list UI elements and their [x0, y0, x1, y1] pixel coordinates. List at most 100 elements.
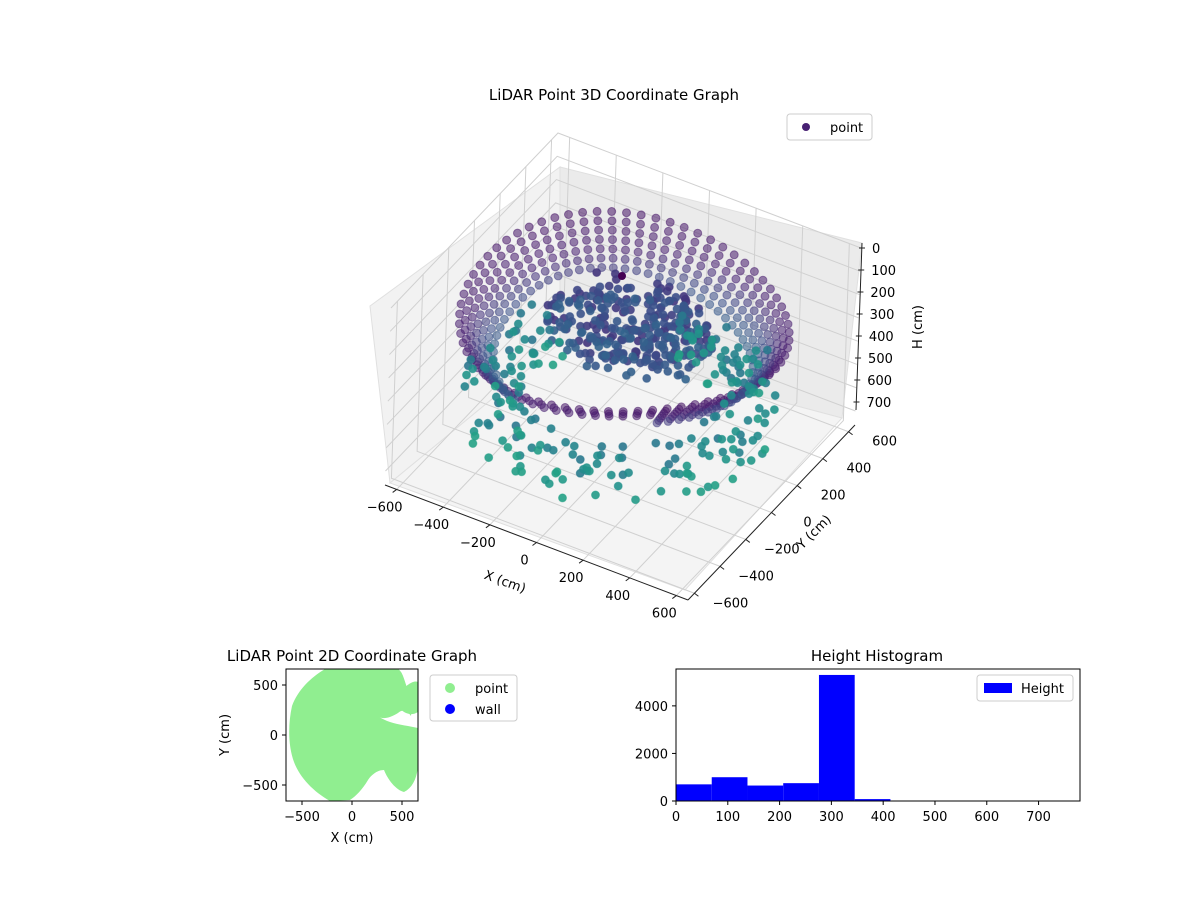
y-tick-label-3d: −200 [764, 542, 800, 557]
point-3d [592, 459, 602, 469]
point-3d [744, 328, 754, 338]
point-3d [762, 345, 772, 355]
point-3d [733, 343, 743, 352]
point-3d [745, 274, 755, 284]
point-3d [510, 252, 520, 262]
hist-y-tick-label: 2000 [635, 747, 668, 762]
point-3d [621, 236, 631, 246]
x-tick-3d [532, 542, 537, 546]
y-tick-3d [745, 539, 751, 543]
point-3d [702, 379, 712, 389]
y-tick-label-3d: 200 [821, 489, 846, 504]
x-tick-3d [485, 524, 491, 529]
point-3d [509, 276, 519, 286]
point-3d [614, 453, 624, 463]
x-tick-3d [438, 506, 444, 511]
point-3d [710, 259, 720, 269]
point-3d [686, 287, 696, 297]
point-3d [629, 325, 639, 335]
point-region-right [398, 681, 418, 715]
point-3d [474, 418, 484, 428]
point-3d [720, 346, 730, 355]
point-3d [485, 343, 495, 353]
point-3d [580, 226, 590, 236]
point-3d [503, 442, 513, 452]
z-ticks-3d: 0 100 200 300 400 500 600 700 [853, 242, 896, 411]
point-3d [514, 382, 524, 391]
point-region [289, 669, 418, 801]
z-axis-line [855, 242, 863, 411]
point-3d [686, 434, 696, 443]
point-3d [608, 253, 618, 263]
point-3d [540, 266, 550, 276]
point-3d [582, 463, 592, 473]
point-3d [527, 231, 537, 241]
point-3d [620, 328, 630, 338]
point-3d [498, 383, 508, 393]
point-3d [754, 388, 764, 398]
point-3d [632, 411, 642, 421]
point-3d [690, 237, 700, 247]
point-3d [658, 254, 668, 264]
point-3d [735, 290, 745, 300]
point-3d [676, 282, 686, 291]
point-3d [702, 244, 712, 253]
grid-y-5 [519, 166, 824, 460]
point-3d [502, 235, 512, 245]
point-3d [624, 468, 634, 478]
point-3d [618, 442, 628, 452]
point-3d [722, 322, 731, 332]
point-3d [516, 308, 526, 318]
y-axis-label-2d: Y (cm) [218, 714, 233, 757]
point-3d [514, 345, 524, 355]
point-3d [585, 331, 595, 341]
point-3d [485, 308, 494, 318]
point-3d [552, 467, 562, 477]
x-tick-label-3d: 0 [520, 554, 528, 569]
point-3d [703, 407, 713, 417]
point-3d [608, 263, 618, 273]
point-3d [682, 468, 692, 478]
point-3d [527, 335, 537, 345]
point-3d [760, 307, 770, 317]
y-tick-label-2d: 500 [253, 679, 278, 694]
plot2d-area [289, 669, 418, 801]
plot3d-title: LiDAR Point 3D Coordinate Graph [489, 86, 739, 104]
point-3d [479, 301, 489, 311]
point-3d [612, 316, 622, 326]
point-3d [575, 349, 585, 359]
point-3d [531, 272, 540, 281]
x-axis-label-3d: X (cm) [482, 568, 528, 597]
histogram-bar [783, 783, 819, 801]
point-3d [455, 309, 465, 319]
point-3d [603, 363, 613, 373]
point-3d [542, 310, 552, 320]
point-3d [564, 296, 574, 306]
histogram-ticks: 0 100 200 300 400 500 600 700 0 2000 4000 [635, 700, 1051, 825]
point-3d [550, 262, 560, 272]
point-3d [591, 411, 600, 421]
point-3d [682, 461, 692, 471]
point-3d [644, 259, 654, 269]
point-3d [597, 303, 606, 313]
z-tick-label-3d: 400 [869, 330, 894, 345]
point-3d [645, 295, 655, 305]
x-tick-3d [672, 595, 677, 599]
point-3d [718, 242, 728, 252]
point-3d [516, 371, 526, 381]
histogram-bar [676, 784, 712, 801]
point-3d [474, 277, 484, 287]
x-tick-label-3d: 600 [652, 607, 677, 622]
point-3d [466, 355, 476, 365]
point-3d [628, 352, 638, 361]
point-3d [753, 359, 763, 369]
point-3d [758, 275, 768, 285]
z-axis-label-3d: H (cm) [911, 305, 926, 349]
z-tick-label-3d: 500 [868, 352, 893, 367]
y-tick-label-3d: 600 [872, 435, 897, 450]
point-3d [520, 334, 530, 344]
point-3d [765, 284, 775, 294]
point-3d [618, 411, 628, 421]
point-3d [528, 349, 538, 359]
point-3d [735, 360, 745, 370]
